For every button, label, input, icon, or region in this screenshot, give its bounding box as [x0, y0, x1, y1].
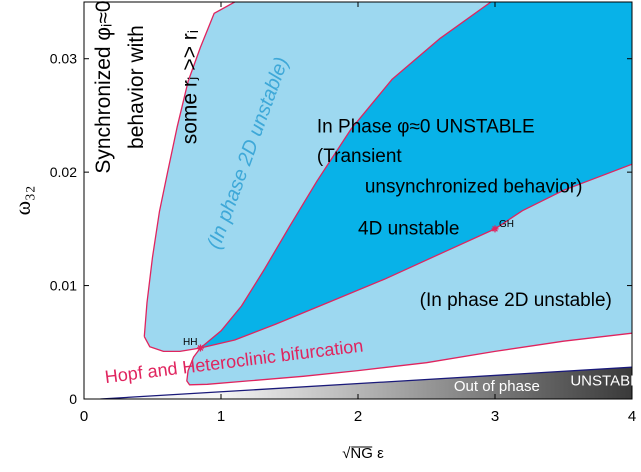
annotation-outofphase-b: UNSTABLE	[570, 372, 641, 389]
y-axis-label: ω₃₂	[10, 186, 35, 216]
annotation-sync-b: behavior with	[125, 25, 148, 149]
regions-layer	[100, 2, 632, 399]
annotation-outofphase-a: Out of phase	[454, 378, 540, 395]
x-tick-label-4: 4	[628, 408, 636, 425]
axes-layer: 0 1 2 3 4 0 0.01 0.02 0.03 √NG ε ω₃₂	[10, 2, 636, 462]
region-in-phase-2d-unstable-lower-band	[186, 164, 632, 385]
y-tick-label-1: 0.01	[50, 278, 77, 294]
annotation-sync-a: Synchronized φᵢ≈0	[92, 0, 115, 173]
x-axis-label: √NG ε	[342, 445, 384, 462]
region-in-phase-2d-unstable-upper-band	[144, 2, 491, 352]
point-marker-gh	[491, 225, 499, 233]
boundary-line-1	[143, 2, 492, 353]
region-4d-unstable	[200, 2, 632, 348]
boundary-line-2	[186, 332, 632, 386]
annotation-transient-b: unsynchronized behavior)	[365, 177, 583, 198]
point-marker-hh	[196, 344, 204, 352]
boundary-line-0	[143, 2, 236, 337]
annotation-inphase-lower: (In phase 2D unstable)	[420, 290, 612, 311]
points-layer: HH GH	[183, 219, 514, 352]
x-tick-label-0: 0	[80, 408, 88, 425]
x-tick-label-2: 2	[354, 408, 362, 425]
point-label-hh: HH	[183, 337, 197, 348]
y-tick-label-0: 0	[69, 391, 77, 407]
x-tick-label-1: 1	[217, 408, 225, 425]
annotation-fourd: 4D unstable	[358, 219, 459, 240]
x-tick-label-3: 3	[491, 408, 499, 425]
y-tick-label-2: 0.02	[50, 164, 77, 180]
boundary-line-3	[200, 163, 632, 349]
point-label-gh: GH	[499, 219, 514, 230]
boundary-line-4	[100, 366, 632, 399]
boundaries-layer	[100, 2, 632, 399]
annotation-inphase-upper: In Phase φ≈0 UNSTABLE	[317, 116, 535, 137]
y-tick-label-3: 0.03	[50, 51, 77, 67]
annotation-transient-a: (Transient	[317, 146, 403, 167]
annotation-sync-c: some rⱼ >> rᵢ	[178, 30, 201, 144]
